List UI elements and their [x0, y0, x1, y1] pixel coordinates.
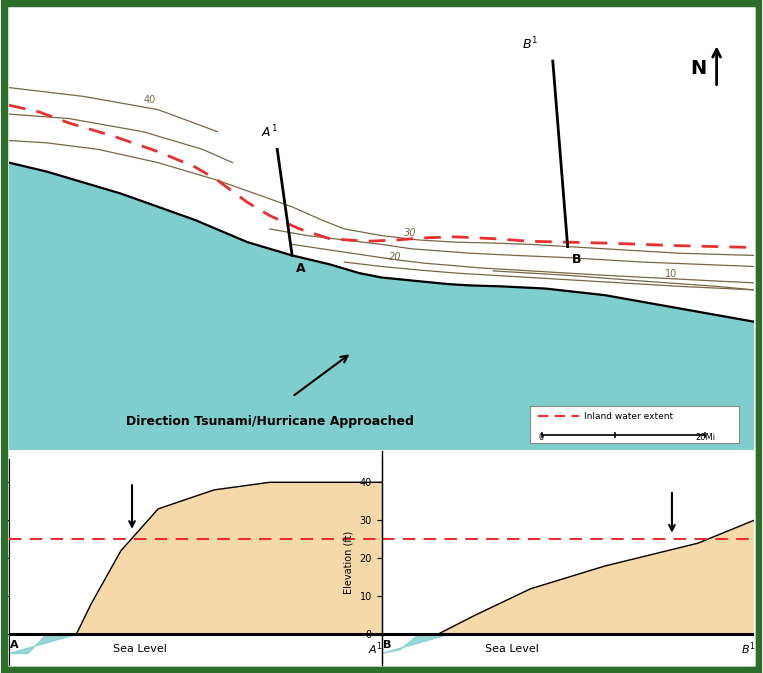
Text: B: B: [571, 253, 581, 267]
Text: B: B: [383, 640, 391, 650]
Polygon shape: [9, 483, 382, 635]
Text: 10: 10: [665, 269, 677, 279]
Polygon shape: [9, 163, 754, 450]
Text: $A^1$: $A^1$: [262, 124, 278, 141]
Polygon shape: [382, 520, 754, 635]
Text: $B^1$: $B^1$: [523, 36, 539, 52]
Text: N: N: [691, 59, 707, 78]
Text: Sea Level: Sea Level: [112, 643, 166, 653]
Text: A: A: [296, 262, 305, 275]
Text: Sea Level: Sea Level: [485, 643, 539, 653]
Text: $A^1$: $A^1$: [369, 640, 384, 657]
Polygon shape: [382, 635, 449, 653]
Text: 20: 20: [389, 252, 401, 262]
Y-axis label: Elevation (ft): Elevation (ft): [344, 530, 354, 594]
Text: $B^1$: $B^1$: [741, 640, 755, 657]
Text: Direction Tsunami/Hurricane Approached: Direction Tsunami/Hurricane Approached: [126, 415, 414, 427]
Text: 20Mi: 20Mi: [695, 433, 716, 442]
Text: 0: 0: [539, 433, 544, 442]
Text: Inland water extent: Inland water extent: [584, 412, 673, 421]
Polygon shape: [9, 635, 76, 653]
Text: 30: 30: [404, 227, 417, 238]
FancyBboxPatch shape: [530, 406, 739, 443]
Text: 40: 40: [143, 95, 156, 105]
Text: A: A: [11, 640, 19, 650]
